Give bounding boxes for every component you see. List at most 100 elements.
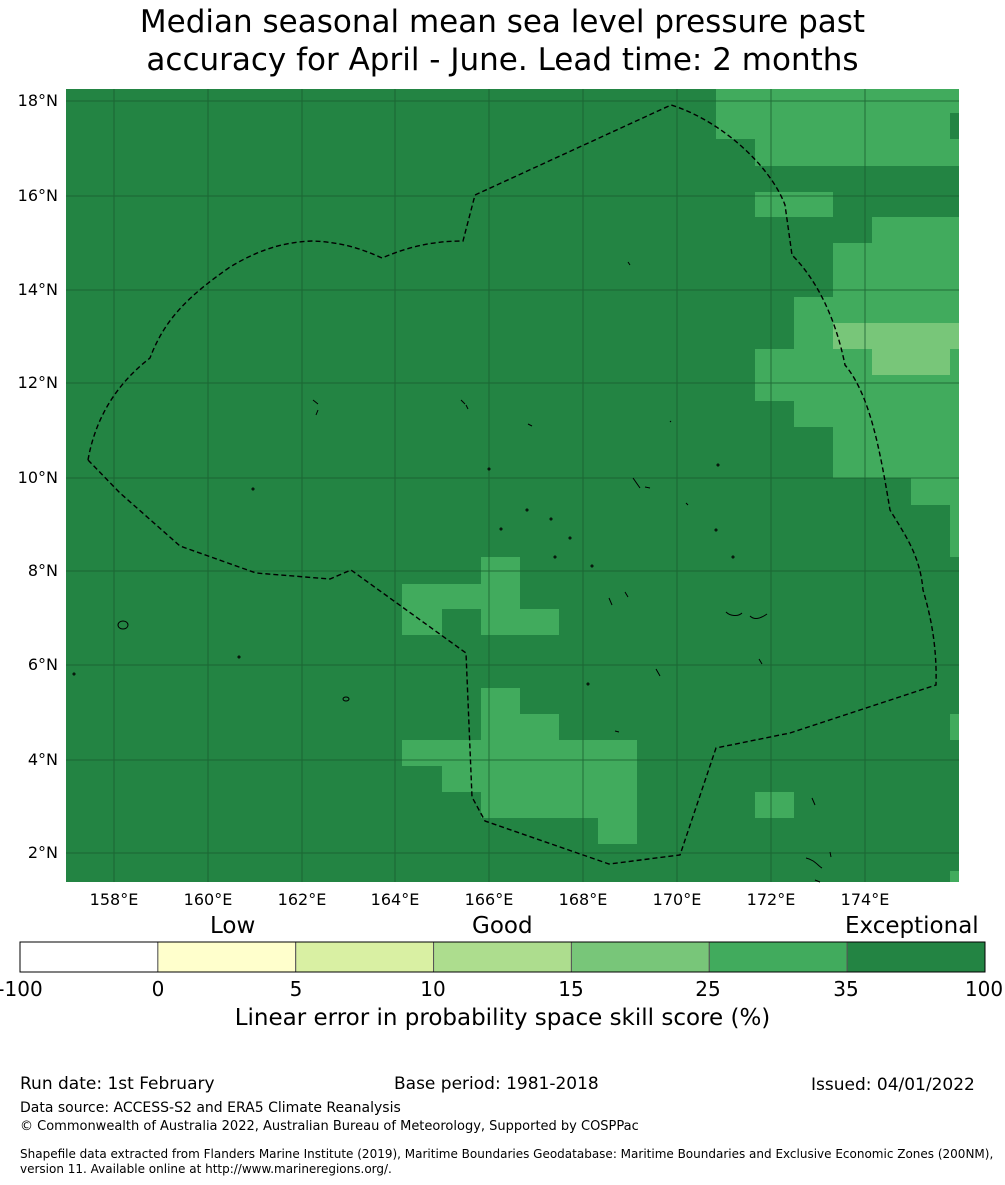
colorbar-box xyxy=(846,941,986,973)
skill-patch xyxy=(872,349,950,375)
island xyxy=(731,555,735,559)
skill-patch xyxy=(950,714,959,740)
island xyxy=(72,672,76,676)
colorbar-tick: 35 xyxy=(833,977,859,1001)
skill-patch xyxy=(481,688,520,714)
island xyxy=(499,527,503,531)
colorbar-tick: -100 xyxy=(0,977,43,1001)
shapefile-credit-line-1: Shapefile data extracted from Flanders M… xyxy=(20,1147,994,1161)
islands xyxy=(72,261,832,883)
gridlines xyxy=(66,89,959,882)
colorbar-tick: 10 xyxy=(420,977,446,1001)
skill-patch xyxy=(833,323,959,349)
colorbar xyxy=(19,941,986,973)
island xyxy=(525,508,529,512)
lon-label: 158°E xyxy=(89,890,139,909)
lon-label: 170°E xyxy=(652,890,702,909)
skill-patch xyxy=(872,375,959,401)
island xyxy=(714,528,718,532)
lon-label: 168°E xyxy=(558,890,608,909)
chart-title-line-2: accuracy for April - June. Lead time: 2 … xyxy=(146,42,859,78)
colorbar-title: Linear error in probability space skill … xyxy=(234,1005,771,1031)
skill-patch xyxy=(950,505,959,557)
island xyxy=(553,555,557,559)
skill-patch xyxy=(755,349,872,401)
colorbar-tick: 0 xyxy=(151,977,165,1001)
colorbar-category-exceptional: Exceptional xyxy=(845,913,979,939)
island xyxy=(312,399,469,416)
lon-label: 160°E xyxy=(183,890,233,909)
skill-patch xyxy=(794,297,959,323)
skill-patch xyxy=(402,740,637,766)
colorbar-outline xyxy=(19,941,986,973)
skill-patch xyxy=(950,871,959,882)
island xyxy=(632,477,689,506)
skill-patch xyxy=(481,714,559,740)
island xyxy=(614,658,763,733)
colorbar-category-good: Good xyxy=(472,913,533,939)
island xyxy=(586,682,590,686)
colorbar-category-low: Low xyxy=(210,913,256,939)
skill-patch xyxy=(716,113,950,139)
island xyxy=(805,851,832,869)
colorbar-tick: 15 xyxy=(558,977,584,1001)
skill-patch xyxy=(755,139,959,166)
colorbar-box xyxy=(295,941,435,973)
colorbar-tick: 25 xyxy=(695,977,721,1001)
skill-patch xyxy=(833,243,959,297)
colorbar-tick: 100 xyxy=(964,977,1004,1001)
lon-label: 162°E xyxy=(277,890,327,909)
run-date: Run date: 1st February xyxy=(20,1074,215,1094)
colorbar-box xyxy=(19,941,159,973)
skill-patch xyxy=(481,792,637,818)
colorbar-box xyxy=(708,941,848,973)
skill-patch xyxy=(833,427,959,478)
island xyxy=(725,611,768,619)
island xyxy=(117,620,129,630)
shapefile-credit-line-2: version 11. Available online at http://w… xyxy=(20,1162,392,1176)
lat-label: 12°N xyxy=(17,373,58,392)
island xyxy=(487,467,491,471)
copyright: © Commonwealth of Australia 2022, Austra… xyxy=(20,1119,639,1134)
lat-label: 6°N xyxy=(27,655,58,674)
lon-label: 164°E xyxy=(370,890,420,909)
island xyxy=(342,696,350,702)
colorbar-tick: 5 xyxy=(289,977,303,1001)
chart-title-line-1: Median seasonal mean sea level pressure … xyxy=(139,4,866,40)
lat-label: 14°N xyxy=(17,280,58,299)
lon-label: 166°E xyxy=(464,890,514,909)
skill-patch xyxy=(481,609,559,635)
lat-label: 18°N xyxy=(17,91,58,110)
lon-label: 172°E xyxy=(746,890,796,909)
skill-patch xyxy=(794,401,959,427)
data-source: Data source: ACCESS-S2 and ERA5 Climate … xyxy=(20,1100,401,1116)
eez-boundary xyxy=(87,104,937,865)
colorbar-box xyxy=(157,941,297,973)
skill-patch xyxy=(598,818,637,844)
island xyxy=(549,517,553,521)
base-period: Base period: 1981-2018 xyxy=(394,1074,599,1094)
island xyxy=(590,564,594,568)
skill-patch xyxy=(442,766,637,792)
colorbar-box xyxy=(433,941,572,973)
skill-patch xyxy=(402,609,442,635)
island xyxy=(716,463,720,467)
island xyxy=(608,591,629,606)
lat-label: 2°N xyxy=(27,843,58,862)
lon-label: 174°E xyxy=(840,890,890,909)
lat-label: 4°N xyxy=(27,750,58,769)
lat-label: 16°N xyxy=(17,186,58,205)
lat-label: 10°N xyxy=(17,468,58,487)
island xyxy=(811,797,821,883)
island xyxy=(568,536,572,540)
skill-patch xyxy=(755,792,794,818)
island xyxy=(237,655,241,659)
skill-patches xyxy=(402,89,959,882)
island xyxy=(527,261,672,427)
lat-label: 8°N xyxy=(27,561,58,580)
skill-patch xyxy=(402,584,520,609)
colorbar-box xyxy=(570,941,710,973)
skill-patch xyxy=(950,349,959,375)
island xyxy=(251,487,255,491)
